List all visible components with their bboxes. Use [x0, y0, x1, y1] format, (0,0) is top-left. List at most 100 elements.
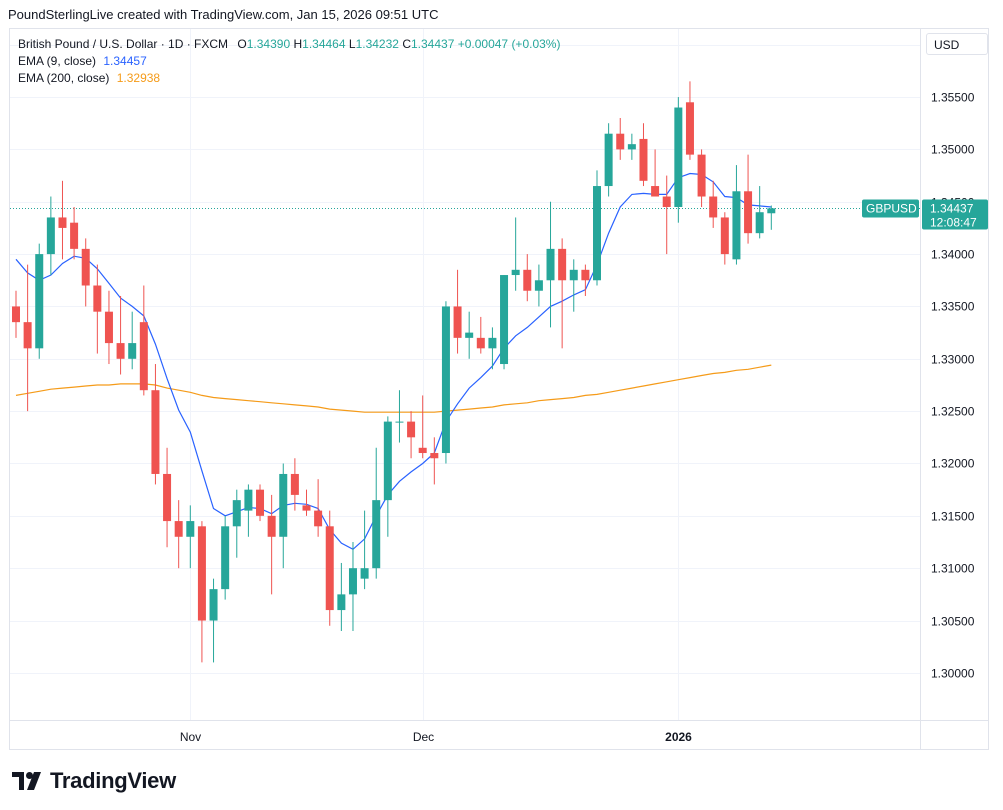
candle-body	[441, 306, 450, 454]
candle	[534, 264, 543, 307]
candle	[627, 133, 636, 160]
chart-frame[interactable]	[9, 28, 989, 750]
candle-body	[314, 510, 323, 527]
candle	[395, 390, 404, 443]
candle	[128, 311, 137, 370]
candle	[290, 458, 299, 511]
candle	[465, 311, 474, 359]
symbol-row: British Pound / U.S. Dollar · 1D · FXCM …	[18, 36, 560, 53]
ema200-legend[interactable]: EMA (200, close) 1.32938	[18, 70, 560, 87]
candle-body	[337, 594, 346, 611]
candle-body	[581, 269, 590, 281]
ema-200-line	[15, 364, 772, 413]
candle-body	[360, 568, 369, 579]
candle-body	[407, 421, 416, 438]
candle-body	[685, 102, 694, 155]
price-tick-label: 1.33000	[931, 353, 975, 367]
candle-body	[81, 248, 90, 286]
candle-body	[383, 421, 392, 501]
candle	[744, 154, 753, 244]
candle-body	[558, 248, 567, 281]
candle-body	[302, 505, 311, 511]
candle	[430, 437, 439, 485]
candle-body	[395, 421, 404, 423]
ema200-value: 1.32938	[116, 71, 161, 85]
ema9-legend[interactable]: EMA (9, close) 1.34457	[18, 53, 560, 70]
candle	[70, 206, 79, 260]
candle-body	[279, 473, 288, 537]
candle	[163, 447, 172, 548]
candle-body	[174, 521, 183, 537]
candle-body	[709, 196, 718, 218]
candle	[569, 259, 578, 312]
price-tick-label: 1.30000	[931, 667, 975, 681]
candle-body	[488, 337, 497, 349]
price-tick-label: 1.31500	[931, 510, 975, 524]
candle-body	[163, 473, 172, 522]
candle-body	[139, 322, 148, 391]
candle-body	[186, 521, 195, 537]
change-value: +0.00047 (+0.03%)	[457, 37, 561, 51]
candle	[558, 238, 567, 349]
chart-attribution: PoundSterlingLive created with TradingVi…	[8, 7, 439, 22]
candle	[581, 264, 590, 296]
candle-body	[93, 285, 102, 312]
candle	[104, 290, 113, 365]
candle	[383, 416, 392, 537]
close-value: 1.34437	[410, 37, 455, 51]
candle-body	[453, 306, 462, 338]
candle-body	[372, 500, 381, 569]
price-tag-bg	[922, 199, 988, 230]
candle	[500, 275, 509, 370]
candle-body	[418, 447, 427, 454]
candle	[755, 186, 764, 239]
currency-selector[interactable]: USD	[926, 33, 988, 55]
candle	[372, 447, 381, 579]
candle	[139, 285, 148, 396]
candle-body	[674, 107, 683, 207]
price-tag: GBPUSD 1.34437 12:08:47	[862, 199, 988, 230]
candle	[720, 212, 729, 265]
candle-body	[732, 191, 741, 260]
candle	[709, 180, 718, 228]
candle-body	[128, 343, 137, 359]
symbol-tag-label: GBPUSD	[866, 202, 917, 216]
candle	[674, 97, 683, 223]
candle	[244, 484, 253, 537]
price-tick-label: 1.35500	[931, 91, 975, 105]
candle-body	[639, 138, 648, 181]
candle	[314, 479, 323, 537]
candle-body	[70, 222, 79, 249]
candle	[651, 149, 660, 197]
low-label: L	[348, 37, 356, 51]
time-tick-label: Nov	[180, 730, 201, 744]
candle-body	[267, 515, 276, 537]
candle-body	[500, 275, 509, 365]
time-axis: Nov Dec 2026	[180, 730, 692, 744]
chart-legend: British Pound / U.S. Dollar · 1D · FXCM …	[18, 36, 560, 87]
candle-body	[720, 217, 729, 255]
brand: TradingView	[12, 768, 176, 794]
open-label: O	[237, 37, 247, 51]
candle-body	[697, 154, 706, 197]
candle-body	[46, 217, 55, 255]
candle	[12, 290, 20, 338]
candle-body	[244, 489, 253, 511]
price-tag-value: 1.34437	[930, 202, 974, 216]
candle-body	[662, 196, 671, 207]
candle	[81, 238, 90, 307]
candle-body	[744, 191, 753, 234]
candle-body	[604, 133, 613, 187]
brand-name: TradingView	[50, 768, 176, 793]
candle	[476, 316, 485, 354]
candle	[116, 295, 125, 375]
candle-body	[651, 186, 660, 197]
price-tick-label: 1.34000	[931, 248, 975, 262]
symbol-tag-bg	[862, 199, 919, 218]
candle-body	[593, 186, 601, 281]
ema9-label: EMA (9, close)	[18, 54, 97, 68]
price-axis: 1.360001.355001.350001.345001.340001.335…	[931, 39, 975, 681]
candle	[267, 494, 276, 595]
candle	[35, 243, 44, 359]
